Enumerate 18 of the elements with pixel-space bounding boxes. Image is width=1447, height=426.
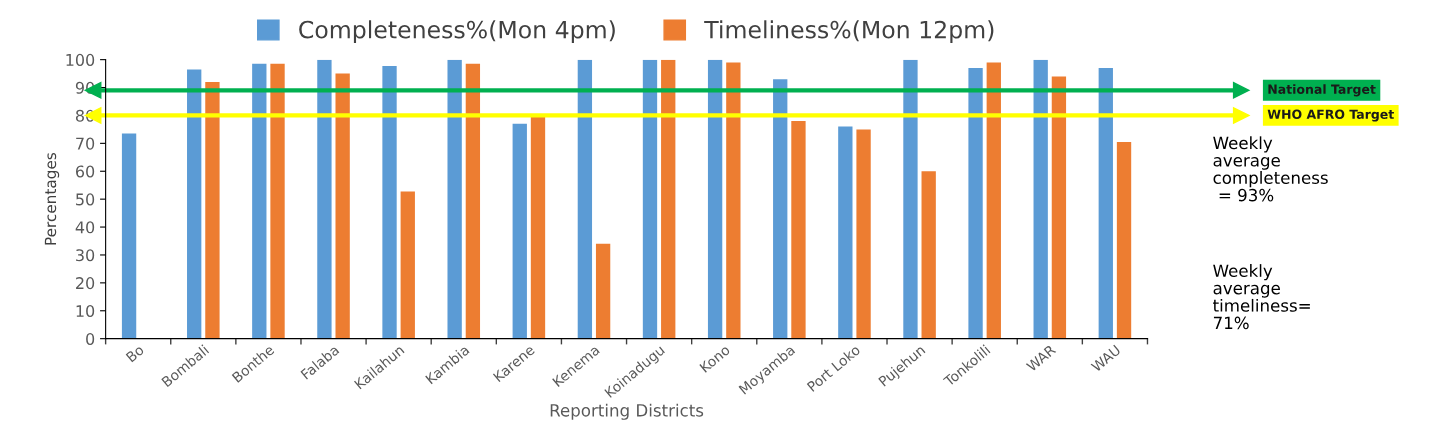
text: Weekly average timeliness= 71% [1213, 264, 1310, 330]
legend-label: Timeliness%(Mon 12pm) [704, 20, 994, 44]
y-tick-label: 60 [76, 165, 95, 178]
y-tick-label: 100 [66, 53, 95, 66]
y-tick-label: 0 [86, 332, 95, 345]
x-tick-label: Bo [125, 344, 145, 363]
y-tick-label: 10 [76, 304, 95, 318]
legend-label: Completeness%(Mon 4pm) [299, 20, 615, 44]
y-tick-label: 40 [75, 221, 95, 234]
y-tick-label: 70 [76, 137, 95, 150]
ref-line-label: National Target [1268, 84, 1376, 97]
y-axis-title: Percentages [44, 152, 60, 245]
y-tick-label: 20 [76, 277, 95, 290]
ref-line-label: WHO AFRO Target [1267, 109, 1394, 122]
text: Weekly average completeness = 93% [1213, 136, 1328, 202]
x-axis-title: Reporting Districts [550, 403, 704, 420]
y-tick-label: 30 [76, 249, 95, 262]
y-tick-label: 50 [76, 193, 95, 206]
